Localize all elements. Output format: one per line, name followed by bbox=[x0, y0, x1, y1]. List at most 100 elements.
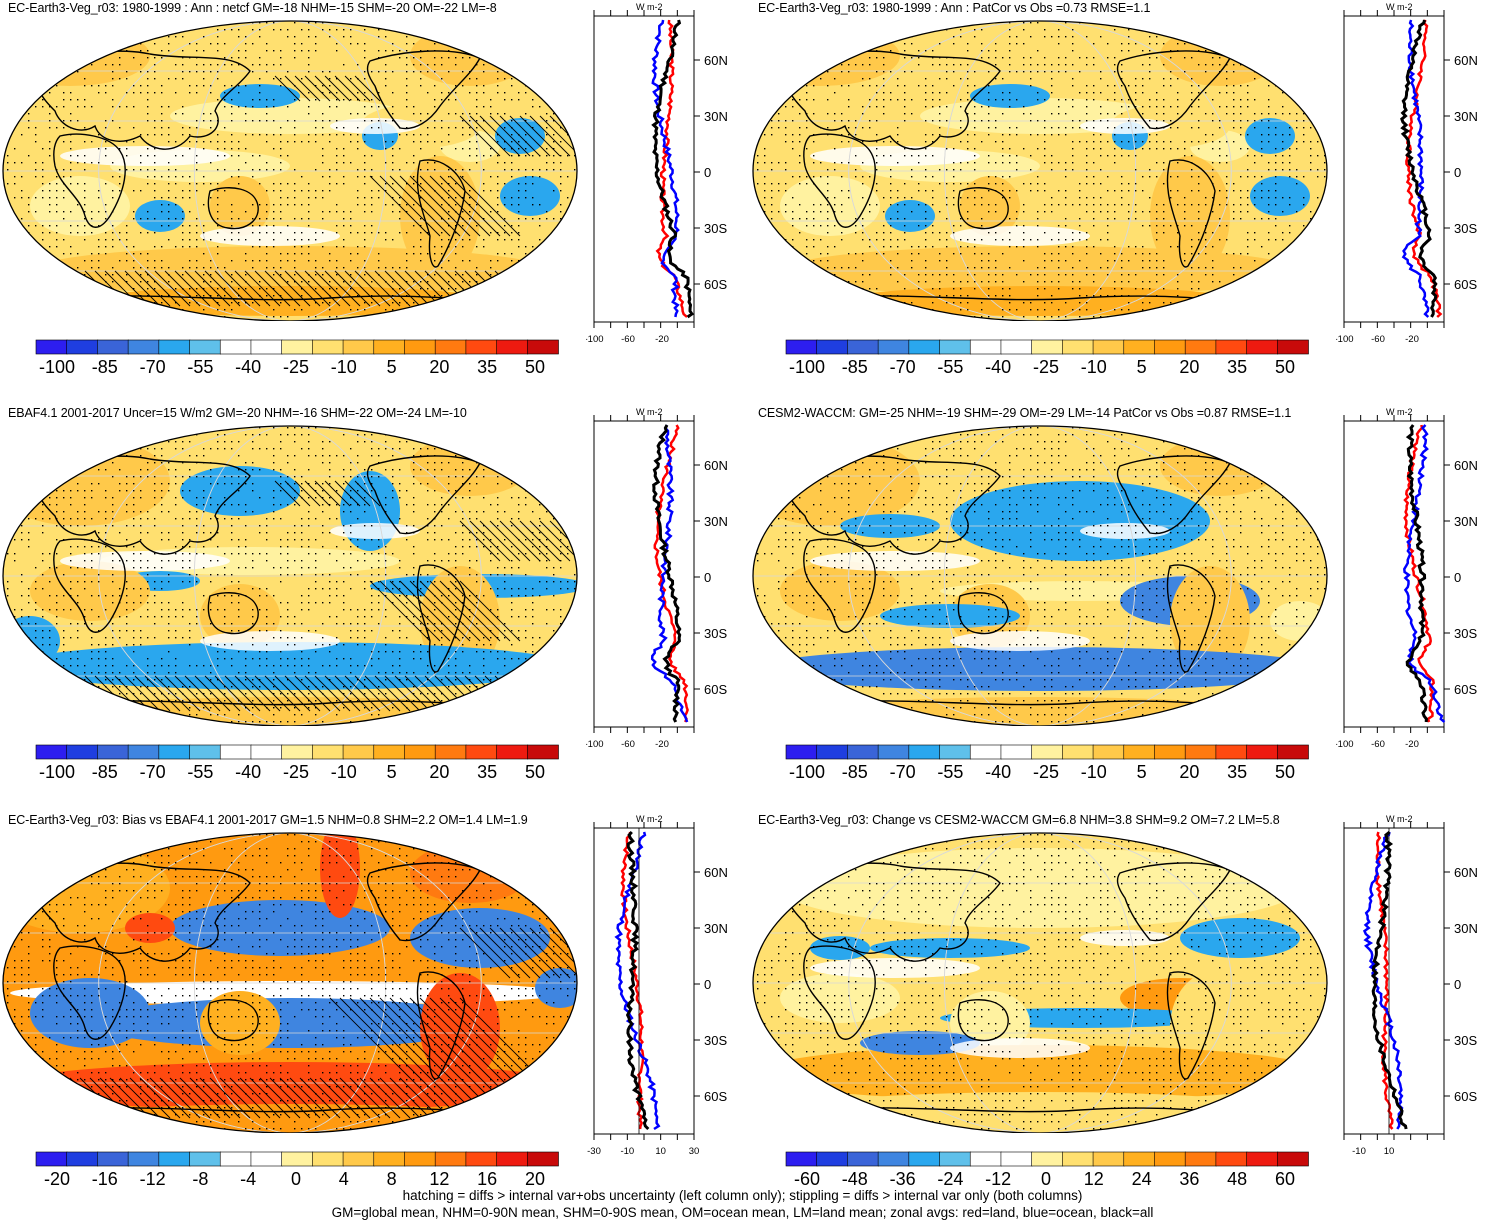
panel-obs-ebaf: EBAF4.1 2001-2017 Uncer=15 W/m2 GM=-20 N… bbox=[0, 405, 742, 810]
field-region bbox=[780, 848, 1300, 928]
lat-label: 30S bbox=[1454, 221, 1477, 236]
zonal-x-tick-label: 30 bbox=[689, 1146, 700, 1157]
colorbar-swatch bbox=[465, 744, 498, 760]
panel-change-vs-cesm2: EC-Earth3-Veg_r03: Change vs CESM2-WACCM… bbox=[750, 812, 1485, 1217]
field-region bbox=[810, 551, 980, 571]
zonal-average-plot: W m-2 -100 -60 -20 60N 30N 0 30S 60S bbox=[1336, 407, 1478, 750]
colorbar-swatch bbox=[465, 339, 498, 355]
zonal-line-land bbox=[1405, 19, 1443, 318]
colorbar-swatch bbox=[66, 339, 99, 355]
colorbar: -60 -48 -36 -24 -12 0 12 24 36 48 60 bbox=[785, 1151, 1309, 1189]
colorbar-swatch bbox=[1092, 1151, 1125, 1167]
lat-label: 60N bbox=[704, 53, 728, 68]
colorbar-swatch bbox=[1154, 1151, 1186, 1167]
colorbar-swatch bbox=[847, 339, 879, 355]
field-region bbox=[840, 286, 1240, 316]
colorbar-swatch bbox=[877, 744, 910, 760]
colorbar-tick-label: 24 bbox=[1131, 1169, 1152, 1189]
colorbar-swatch bbox=[1000, 1151, 1033, 1167]
colorbar-swatch bbox=[97, 1151, 129, 1167]
panel-title: EC-Earth3-Veg_r03: 1980-1999 : Ann : Pat… bbox=[758, 1, 1151, 15]
coastline bbox=[53, 945, 126, 1040]
colorbar-swatch bbox=[189, 744, 222, 760]
lat-label: 30S bbox=[1454, 626, 1477, 641]
field-region bbox=[970, 84, 1050, 108]
field-region bbox=[885, 200, 935, 232]
colorbar-swatch bbox=[1062, 1151, 1094, 1167]
colorbar-tick-label: -25 bbox=[282, 762, 310, 782]
field-region bbox=[200, 991, 280, 1055]
lat-label: 60S bbox=[1454, 277, 1477, 292]
coastline bbox=[957, 187, 1009, 230]
lat-label: 60N bbox=[704, 865, 728, 880]
colorbar-tick-label: -24 bbox=[937, 1169, 964, 1189]
colorbar-tick-label: -60 bbox=[793, 1169, 821, 1189]
colorbar-tick-label: -100 bbox=[788, 762, 826, 782]
colorbar-tick-label: -40 bbox=[235, 357, 262, 377]
colorbar: -100 -85 -70 -55 -40 -25 -10 5 20 35 50 bbox=[785, 744, 1309, 782]
colorbar-tick-label: 35 bbox=[477, 357, 498, 377]
colorbar-swatch bbox=[219, 1151, 252, 1167]
colorbar-swatch bbox=[465, 1151, 498, 1167]
panel-model-patcor: EC-Earth3-Veg_r03: 1980-1999 : Ann : Pat… bbox=[750, 0, 1485, 405]
lat-label: 30N bbox=[704, 109, 728, 124]
field-region bbox=[60, 551, 230, 571]
colorbar-tick-label: 5 bbox=[1136, 762, 1147, 782]
colorbar-swatch bbox=[785, 744, 818, 760]
field-region bbox=[1080, 930, 1170, 946]
colorbar-tick-label: 20 bbox=[1179, 762, 1200, 782]
field-region bbox=[125, 913, 175, 943]
zonal-x-tick-label: -100 bbox=[1336, 739, 1354, 750]
colorbar-swatch bbox=[1246, 744, 1279, 760]
world-map bbox=[752, 20, 1328, 321]
colorbar-tick-label: 50 bbox=[1274, 357, 1296, 377]
coastline bbox=[53, 133, 126, 228]
field-region bbox=[1250, 176, 1310, 216]
colorbar-tick-label: -36 bbox=[889, 1169, 916, 1189]
colorbar-tick-label: 0 bbox=[1040, 1169, 1052, 1189]
colorbar-tick-label: 35 bbox=[1227, 357, 1248, 377]
colorbar-tick-label: -10 bbox=[330, 762, 357, 782]
zonal-x-tick-label: -20 bbox=[1405, 334, 1419, 345]
colorbar: -100 -85 -70 -55 -40 -25 -10 5 20 35 50 bbox=[35, 744, 559, 782]
colorbar-swatch bbox=[939, 339, 972, 355]
colorbar-tick-label: -25 bbox=[1032, 762, 1060, 782]
colorbar-tick-label: 50 bbox=[524, 762, 546, 782]
colorbar-tick-label: -12 bbox=[985, 1169, 1012, 1189]
lat-label: 0 bbox=[704, 570, 711, 585]
colorbar-swatch bbox=[526, 1151, 559, 1167]
colorbar-swatch bbox=[312, 744, 344, 760]
zonal-line-ocean bbox=[651, 19, 680, 318]
zonal-x-tick-label: -100 bbox=[586, 334, 604, 345]
colorbar-tick-label: 5 bbox=[386, 762, 397, 782]
lat-label: 0 bbox=[704, 977, 711, 992]
colorbar-swatch bbox=[342, 339, 375, 355]
stippling bbox=[757, 834, 1326, 1130]
zonal-x-tick-label: -100 bbox=[1336, 334, 1354, 345]
zonal-line-all bbox=[651, 19, 694, 319]
colorbar-swatch bbox=[908, 1151, 941, 1167]
lat-label: 30N bbox=[1454, 921, 1478, 936]
field-region bbox=[950, 226, 1090, 246]
map-border bbox=[2, 425, 578, 726]
colorbar-tick-label: -48 bbox=[841, 1169, 868, 1189]
colorbar-swatch bbox=[1092, 339, 1125, 355]
unit-label: W m-2 bbox=[636, 814, 663, 824]
lat-label: 30N bbox=[704, 921, 728, 936]
colorbar-swatch bbox=[342, 744, 375, 760]
stippling bbox=[757, 427, 1326, 723]
colorbar-swatch bbox=[373, 744, 406, 760]
zonal-average-plot: W m-2 -30 -10 10 30 60N 30N 0 30S 60S bbox=[587, 814, 728, 1157]
colorbar-swatch bbox=[785, 339, 818, 355]
colorbar-tick-label: -10 bbox=[1080, 762, 1107, 782]
colorbar-swatch bbox=[219, 744, 252, 760]
field-region bbox=[810, 936, 870, 960]
colorbar-tick-label: 5 bbox=[1136, 357, 1147, 377]
coastline bbox=[788, 50, 1001, 150]
colorbar-tick-label: 16 bbox=[477, 1169, 498, 1189]
zonal-line-land bbox=[655, 19, 688, 318]
colorbar-swatch bbox=[969, 1151, 1002, 1167]
coastline bbox=[1116, 455, 1231, 535]
zonal-line-land bbox=[620, 831, 645, 1130]
colorbar-tick-label: -100 bbox=[38, 762, 76, 782]
